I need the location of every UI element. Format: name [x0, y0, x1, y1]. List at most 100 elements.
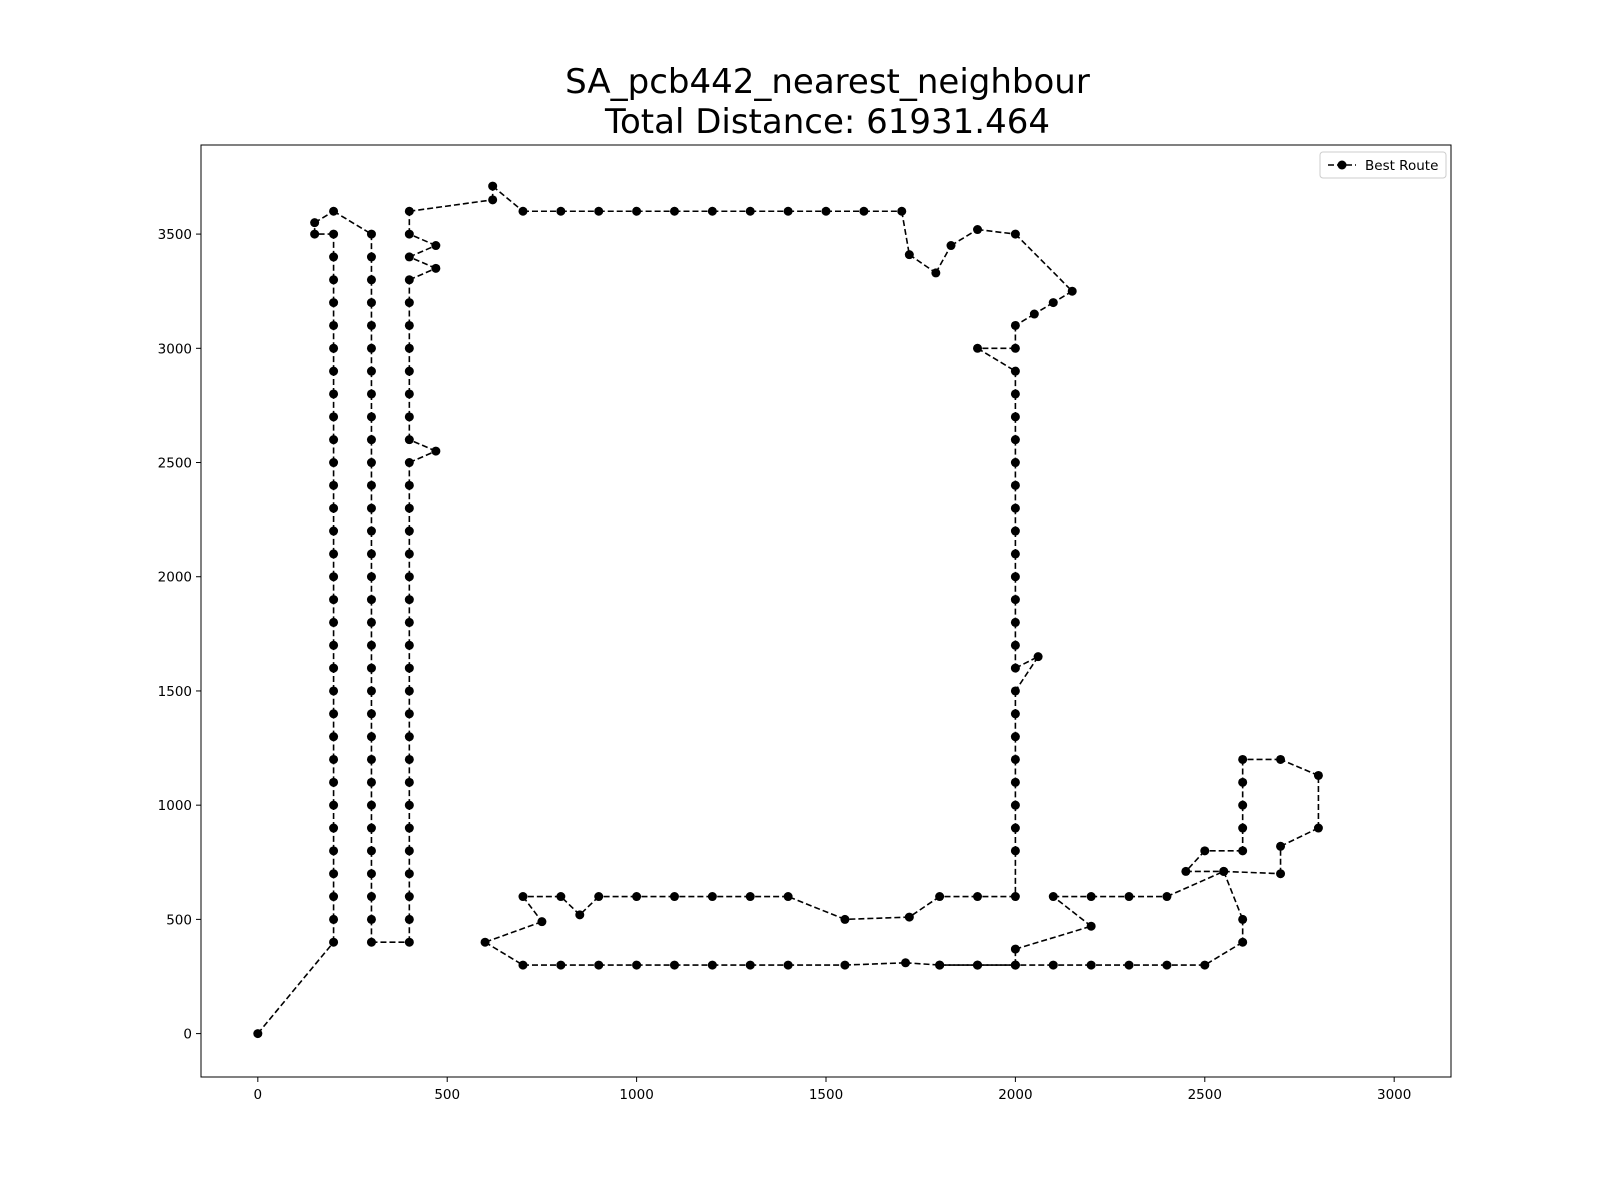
- route-point: [329, 320, 339, 330]
- route-point: [366, 320, 376, 330]
- route-point: [973, 892, 983, 902]
- route-segment: [1223, 870, 1281, 875]
- route-point: [310, 218, 320, 228]
- y-tick-label: 500: [166, 912, 192, 928]
- route-point: [431, 446, 441, 456]
- route-point: [404, 412, 414, 422]
- route-point: [366, 503, 376, 513]
- route-segment: [409, 438, 437, 452]
- x-tick-label: 2000: [998, 1087, 1032, 1103]
- route-point: [404, 389, 414, 399]
- route-segment: [787, 895, 846, 921]
- route-point: [1010, 435, 1020, 445]
- route-point: [1010, 777, 1020, 787]
- route-point: [1010, 944, 1020, 954]
- route-point: [935, 960, 945, 970]
- route-point: [1238, 777, 1248, 787]
- route-point: [783, 892, 793, 902]
- route-point: [1200, 846, 1210, 856]
- route-point: [404, 937, 414, 947]
- route-point: [1010, 503, 1020, 513]
- route-segment: [522, 896, 543, 923]
- route-point: [594, 206, 604, 216]
- route-point: [329, 709, 339, 719]
- route-point: [404, 298, 414, 308]
- route-point: [329, 298, 339, 308]
- route-point: [1010, 595, 1020, 605]
- route-point: [1010, 640, 1020, 650]
- route-point: [1200, 960, 1210, 970]
- route-point: [1238, 937, 1248, 947]
- route-point: [745, 960, 755, 970]
- route-point: [366, 298, 376, 308]
- route-point: [404, 640, 414, 650]
- route-point: [707, 206, 717, 216]
- route-point: [366, 343, 376, 353]
- route-point: [840, 914, 850, 924]
- route-point: [518, 892, 528, 902]
- route-point: [1010, 572, 1020, 582]
- route-point: [1010, 663, 1020, 673]
- route-point: [404, 686, 414, 696]
- route-segment: [333, 210, 372, 235]
- route-segment: [1052, 895, 1092, 927]
- route-point: [1238, 823, 1248, 833]
- route-point: [366, 800, 376, 810]
- route-point: [329, 343, 339, 353]
- route-point: [1010, 343, 1020, 353]
- route-point: [404, 732, 414, 742]
- route-segment: [409, 233, 437, 247]
- route-point: [404, 435, 414, 445]
- route-point: [1010, 709, 1020, 719]
- route-point: [366, 892, 376, 902]
- route-point: [575, 910, 585, 920]
- route-segment: [257, 941, 335, 1035]
- route-segment: [1280, 827, 1319, 848]
- route-point: [329, 549, 339, 559]
- route-segment: [492, 185, 524, 212]
- route-point: [632, 206, 642, 216]
- route-point: [946, 241, 956, 251]
- route-point: [973, 960, 983, 970]
- route-point: [404, 549, 414, 559]
- route-segment: [908, 253, 937, 274]
- route-point: [1010, 526, 1020, 536]
- route-point: [366, 595, 376, 605]
- route-point: [366, 526, 376, 536]
- route-point: [1048, 298, 1058, 308]
- route-segment: [1166, 870, 1225, 898]
- route-point: [329, 663, 339, 673]
- route-point: [1124, 892, 1134, 902]
- route-point: [1010, 754, 1020, 764]
- route-point: [404, 366, 414, 376]
- route-point: [707, 960, 717, 970]
- route-point: [404, 892, 414, 902]
- route-point: [404, 709, 414, 719]
- y-tick-label: 3000: [158, 341, 192, 357]
- route-point: [329, 732, 339, 742]
- route-point: [1010, 458, 1020, 468]
- route-point: [366, 412, 376, 422]
- route-point: [366, 846, 376, 856]
- route-point: [404, 595, 414, 605]
- route-point: [366, 458, 376, 468]
- x-tick-label: 1000: [619, 1087, 653, 1103]
- route-point: [404, 846, 414, 856]
- route-point: [931, 268, 941, 278]
- route-point: [488, 195, 498, 205]
- route-point: [366, 823, 376, 833]
- route-point: [329, 869, 339, 879]
- route-point: [537, 917, 547, 927]
- route-segment: [409, 267, 437, 281]
- route-point: [329, 206, 339, 216]
- route-point: [1124, 960, 1134, 970]
- route-segment: [908, 895, 941, 918]
- route-point: [366, 869, 376, 879]
- route-segment: [977, 347, 1016, 372]
- route-point: [1086, 921, 1096, 931]
- route-point: [1010, 412, 1020, 422]
- route-segment: [935, 245, 952, 274]
- route-point: [480, 937, 490, 947]
- route-point: [783, 960, 793, 970]
- route-point: [404, 869, 414, 879]
